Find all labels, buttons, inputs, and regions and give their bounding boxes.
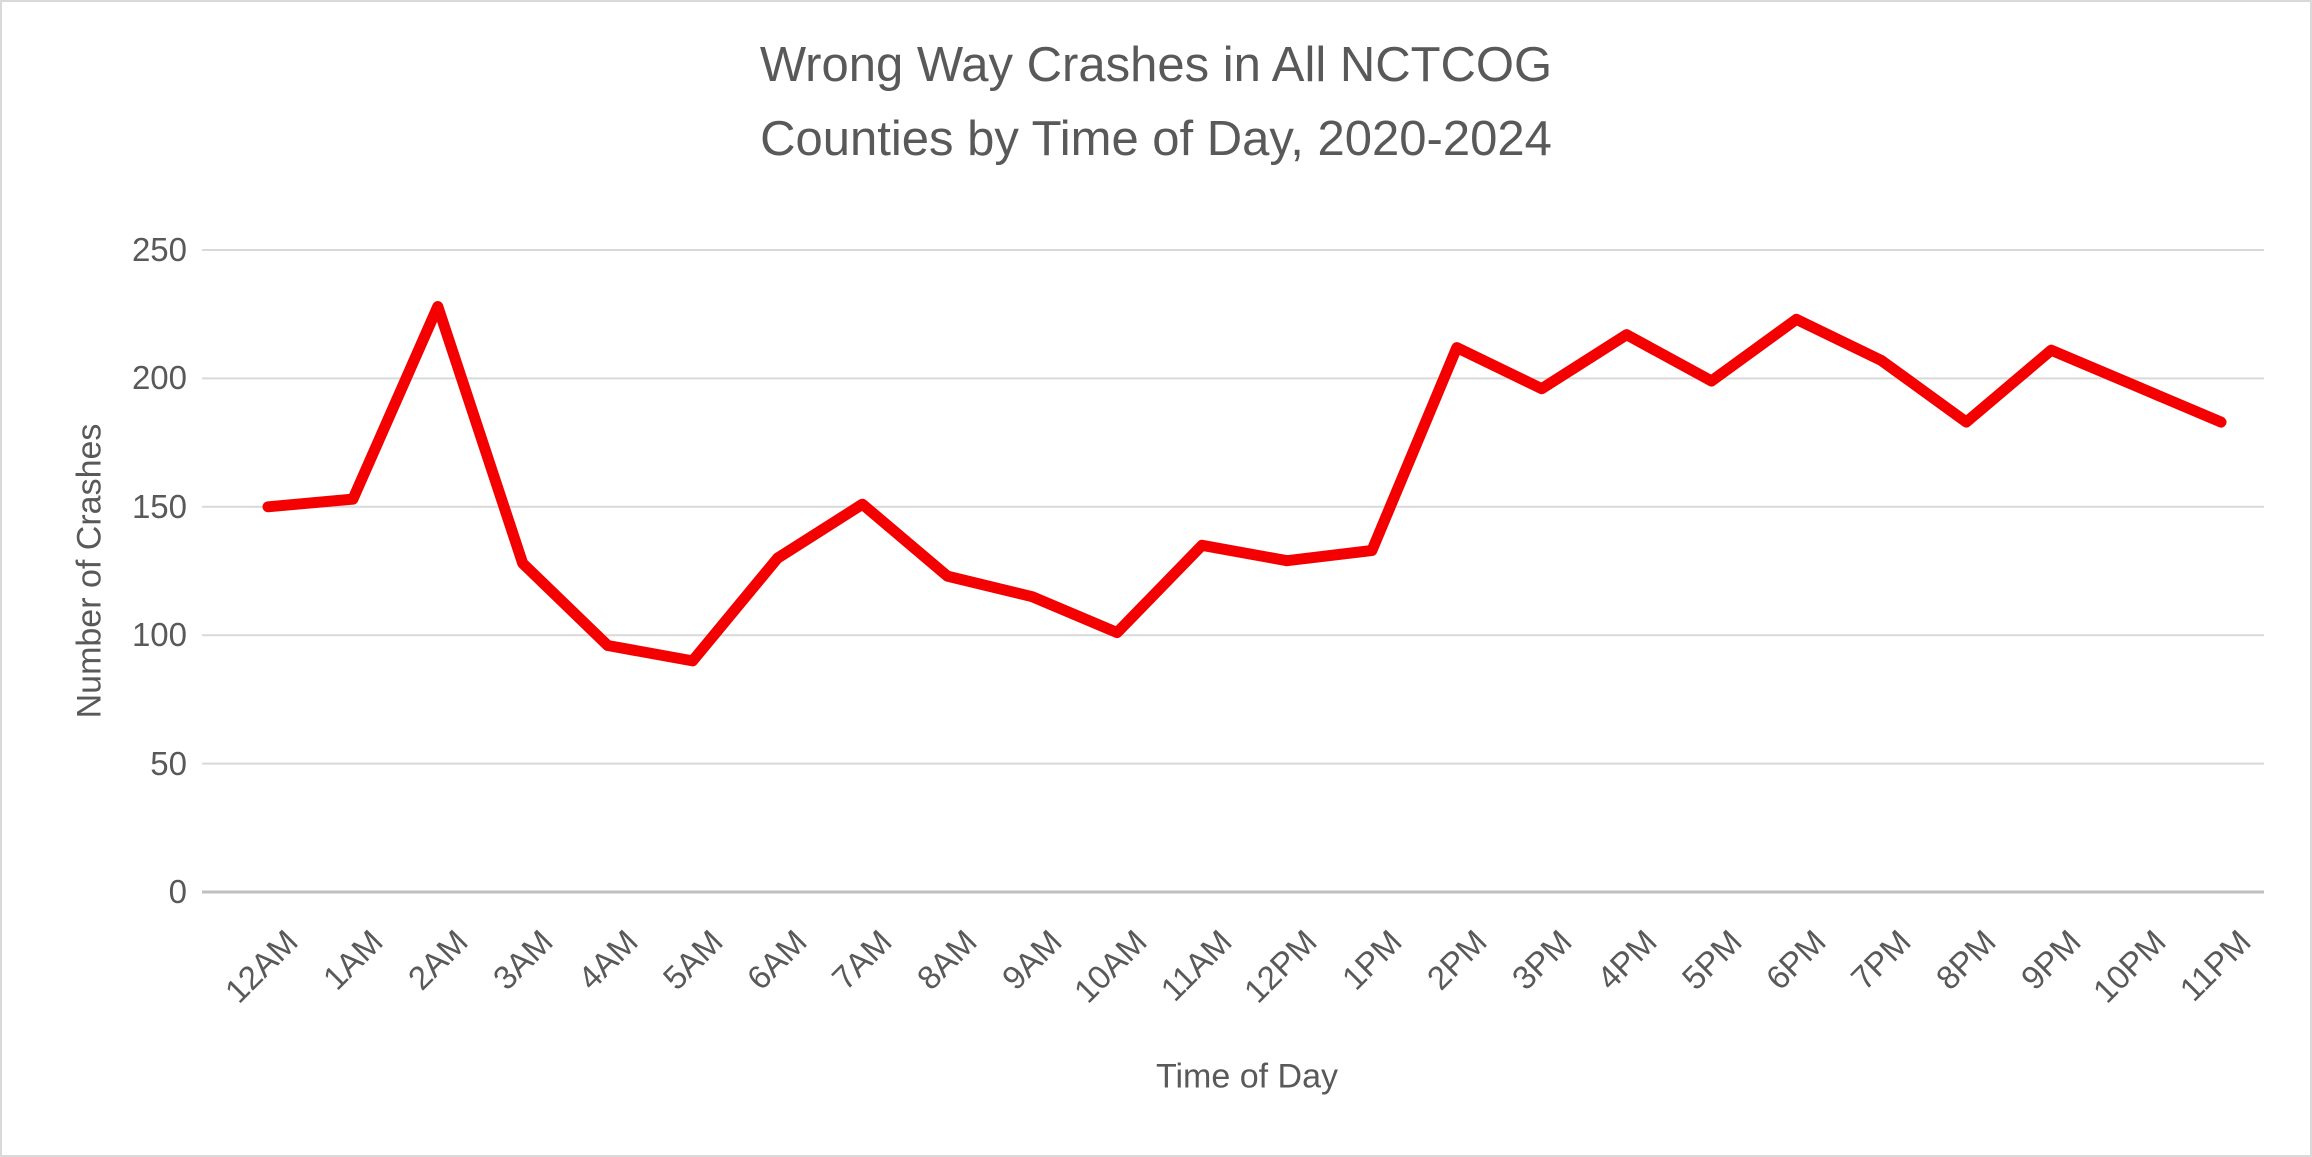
chart-title-line1: Wrong Way Crashes in All NCTCOG	[759, 38, 1553, 92]
y-tick-label: 0	[168, 873, 187, 910]
y-tick-label: 150	[131, 487, 187, 525]
chart-title-line2: Counties by Time of Day, 2020-2024	[760, 112, 1552, 166]
y-tick-label: 250	[131, 231, 187, 268]
chart-title: Wrong Way Crashes in All NCTCOG Counties…	[2, 28, 2310, 176]
y-tick-label: 50	[150, 744, 187, 782]
crashes-data-line	[262, 301, 2227, 667]
y-tick-label: 100	[131, 616, 187, 654]
x-axis-title: Time of Day	[1155, 1057, 1339, 1096]
y-tick-label: 200	[131, 359, 187, 397]
